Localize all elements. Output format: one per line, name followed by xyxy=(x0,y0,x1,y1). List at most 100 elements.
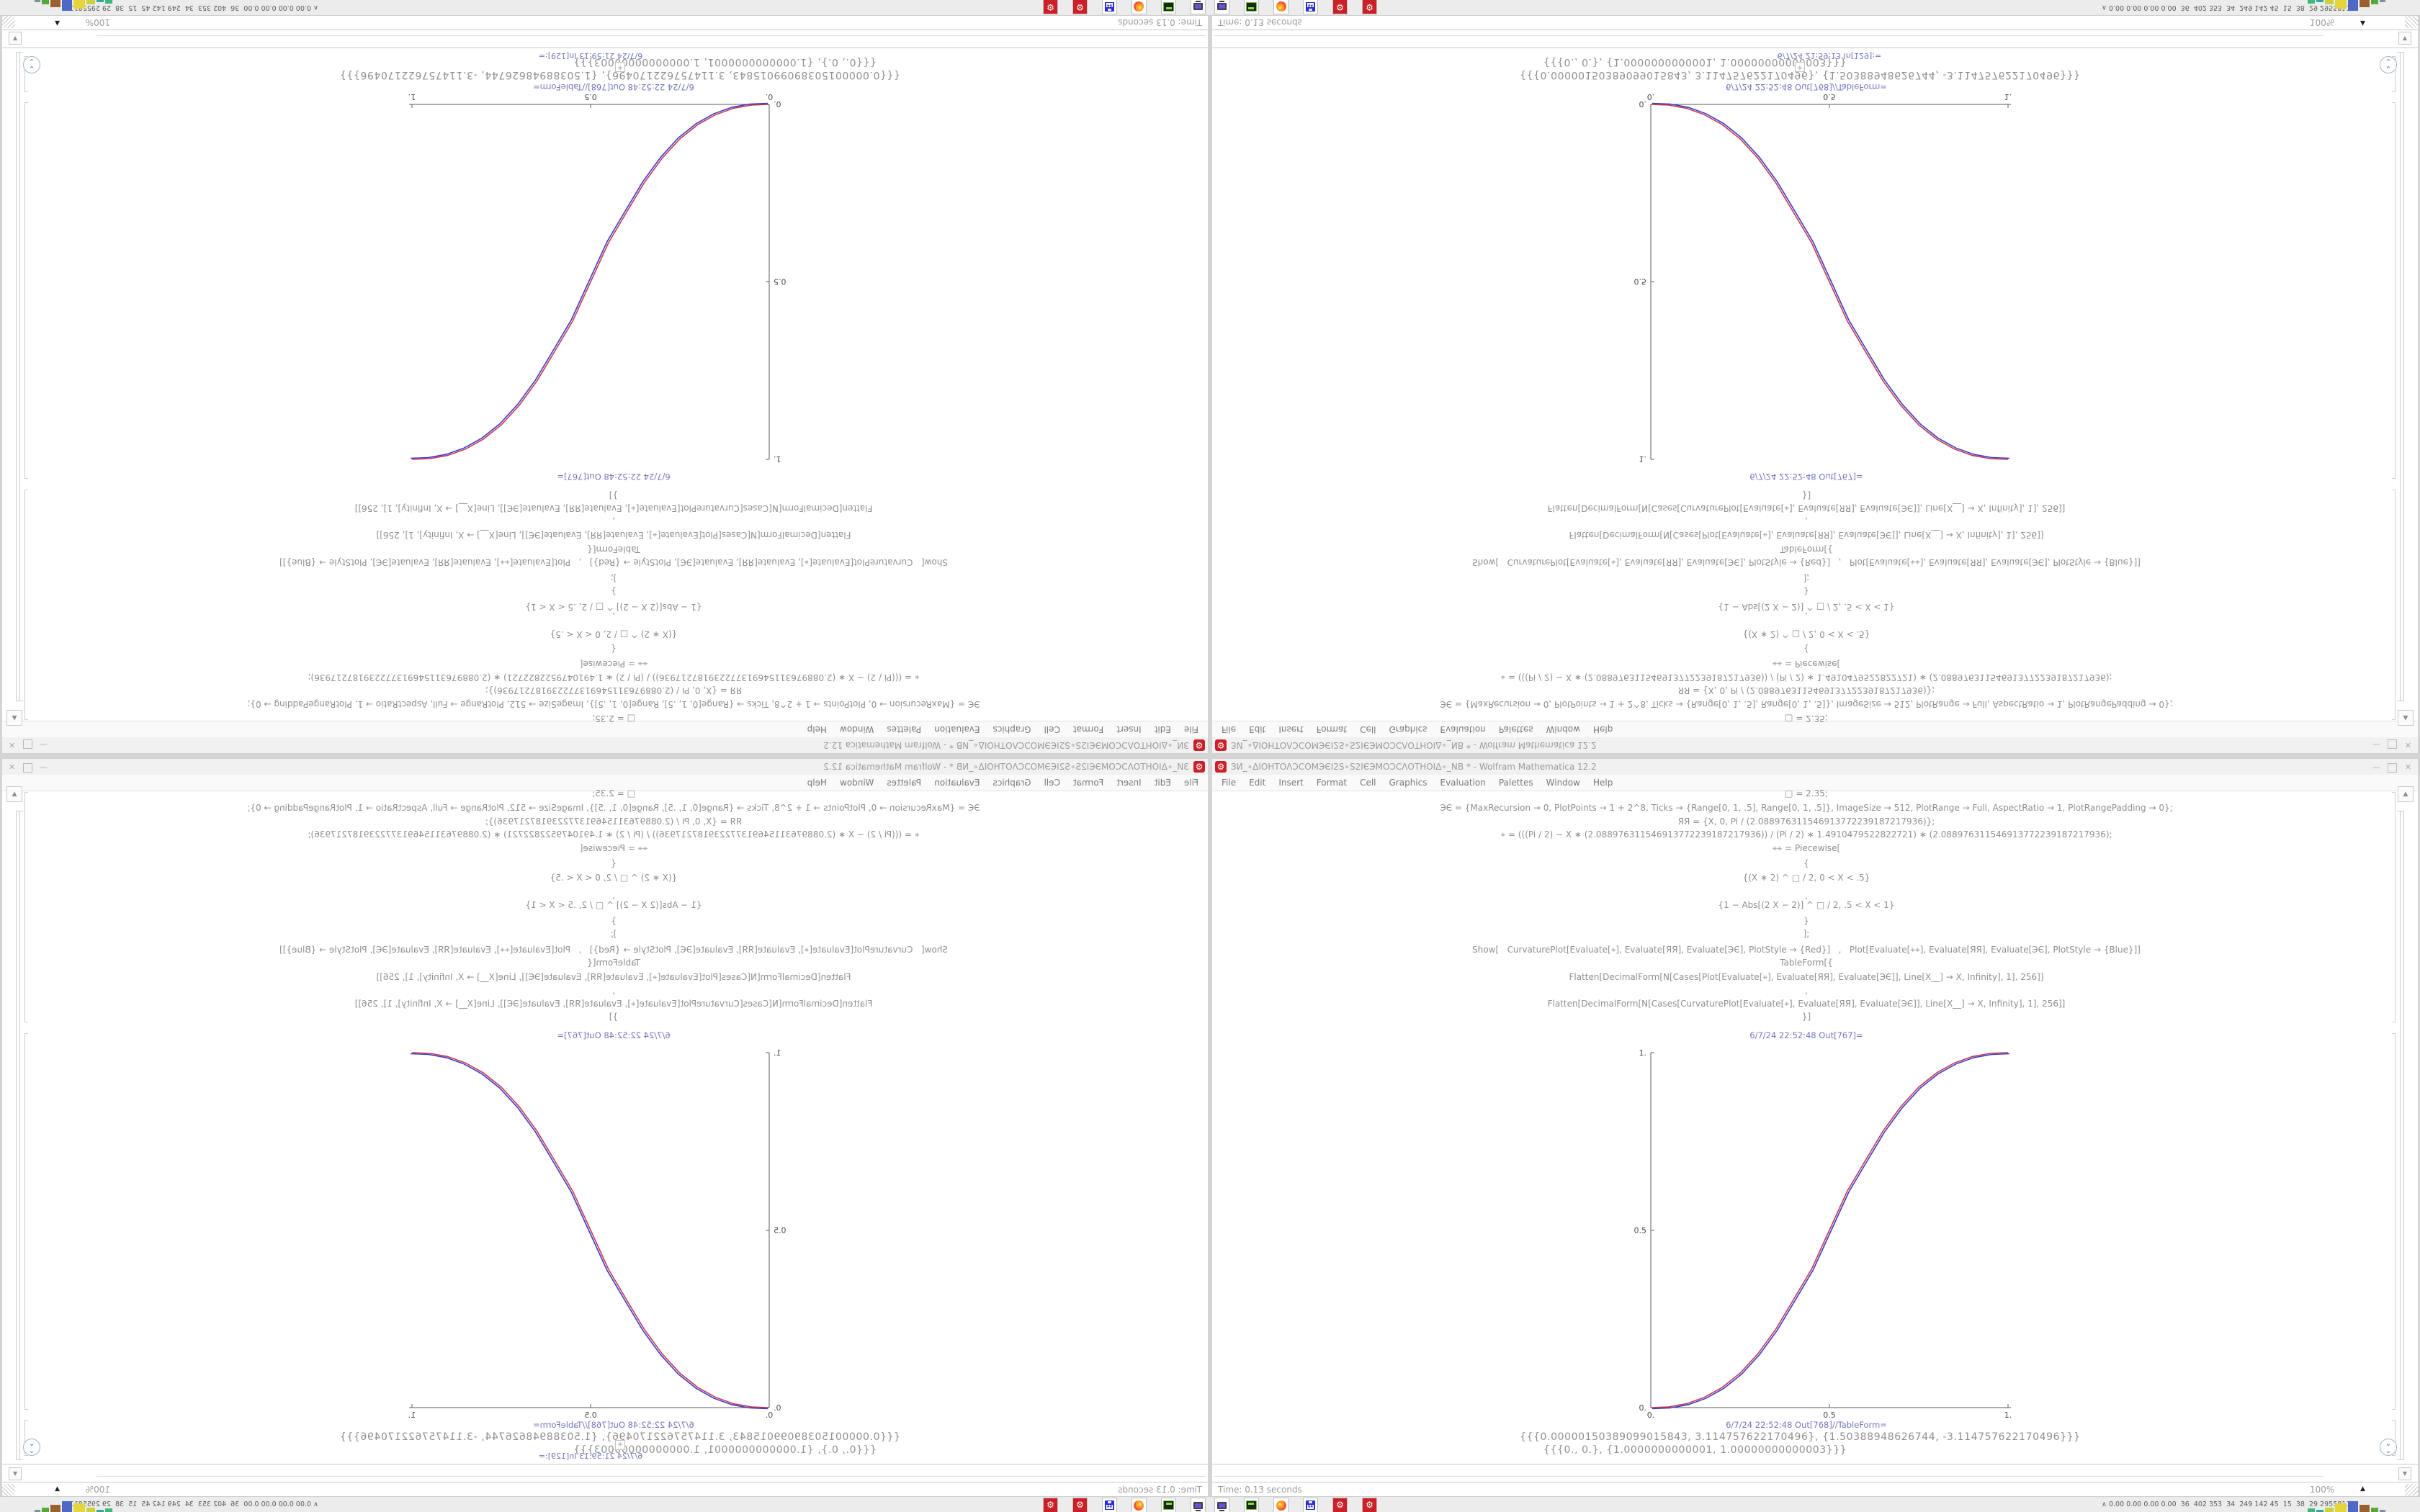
menu-item-file[interactable]: File xyxy=(1183,778,1198,788)
cell-group-bracket[interactable] xyxy=(2400,52,2401,701)
save-disk-icon[interactable]: 64 xyxy=(1102,0,1117,14)
maximize-button[interactable] xyxy=(23,739,32,750)
mathematica-icon[interactable]: ⚙ xyxy=(1072,1498,1088,1512)
scroll-dropdown-button[interactable]: ▼ xyxy=(9,32,22,45)
menu-item-graphics[interactable]: Graphics xyxy=(1389,724,1428,734)
close-button[interactable]: ✕ xyxy=(8,762,16,772)
cell-group-bracket[interactable] xyxy=(19,52,20,701)
menu-item-palettes[interactable]: Palettes xyxy=(1498,724,1533,734)
menu-item-format[interactable]: Format xyxy=(1072,778,1104,788)
title-bar[interactable]: ⚙ ЗИ_∘ΔIOHTOΛϽCOMЭЄI2S∘S2IЄЭMOϽCΛOTHOIΔ∘… xyxy=(2,737,1208,753)
mathematica-icon[interactable]: ⚙ xyxy=(1332,1498,1348,1512)
menu-item-insert[interactable]: Insert xyxy=(1278,778,1304,788)
menu-item-format[interactable]: Format xyxy=(1316,724,1348,734)
cell-group-bracket[interactable] xyxy=(2397,811,2401,1460)
horizontal-scrollbar[interactable] xyxy=(1214,35,2323,36)
mathematica-icon[interactable]: ⚙ xyxy=(1332,0,1348,14)
minimize-button[interactable]: — xyxy=(40,740,48,750)
plot-cell-bracket[interactable] xyxy=(24,1033,25,1410)
magnification-control[interactable]: 100% xyxy=(85,1485,110,1495)
menu-item-format[interactable]: Format xyxy=(1072,724,1104,734)
menu-item-graphics[interactable]: Graphics xyxy=(992,778,1031,788)
scroll-up-arrow[interactable]: ▲ xyxy=(6,786,22,802)
minimize-button[interactable]: — xyxy=(2372,762,2380,772)
mathematica-icon[interactable]: ⚙ xyxy=(1043,0,1058,14)
horizontal-scrollbar[interactable] xyxy=(97,35,1206,36)
scroll-to-end-button[interactable]: ⌄ ⌄ xyxy=(23,56,40,73)
plot-cell-bracket[interactable] xyxy=(2392,1033,2396,1410)
menu-item-evaluation[interactable]: Evaluation xyxy=(1440,778,1486,788)
plot-cell-bracket[interactable] xyxy=(2395,102,2396,479)
magnification-control[interactable]: 100% xyxy=(2310,1485,2335,1495)
drive-utility-icon[interactable] xyxy=(1244,0,1259,14)
mathematica-icon[interactable]: ⚙ xyxy=(1362,0,1377,14)
menu-item-graphics[interactable]: Graphics xyxy=(1389,778,1428,788)
insert-cell-plus-button[interactable]: + xyxy=(615,1440,625,1450)
screenshot-tool-icon[interactable] xyxy=(1214,0,1229,14)
table-cell-bracket[interactable] xyxy=(2392,1420,2396,1456)
menu-item-window[interactable]: Window xyxy=(1546,724,1580,734)
screenshot-tool-icon[interactable] xyxy=(1191,1498,1206,1512)
menu-item-evaluation[interactable]: Evaluation xyxy=(1440,724,1486,734)
minimize-button[interactable]: — xyxy=(40,762,48,772)
input-cell-bracket[interactable] xyxy=(2395,490,2396,720)
close-button[interactable]: ✕ xyxy=(2404,762,2412,772)
save-disk-icon[interactable]: 64 xyxy=(1303,0,1318,14)
menu-item-help[interactable]: Help xyxy=(807,778,828,788)
title-bar[interactable]: ⚙ ЗИ_∘ΔIOHTOΛϽCOMЭЄI2S∘S2IЄЭMOϽCΛOTHOIΔ∘… xyxy=(1212,737,2418,753)
resize-grip[interactable] xyxy=(2,15,15,28)
menu-item-edit[interactable]: Edit xyxy=(1249,724,1266,734)
menu-item-graphics[interactable]: Graphics xyxy=(992,724,1031,734)
menu-item-insert[interactable]: Insert xyxy=(1278,724,1304,734)
menu-item-help[interactable]: Help xyxy=(807,724,828,734)
maximize-button[interactable] xyxy=(2388,739,2397,750)
resize-grip[interactable] xyxy=(2405,15,2418,28)
maximize-button[interactable] xyxy=(2388,762,2397,773)
drive-utility-icon[interactable] xyxy=(1244,1498,1259,1512)
menu-item-insert[interactable]: Insert xyxy=(1116,724,1142,734)
menu-item-help[interactable]: Help xyxy=(1592,724,1613,734)
scroll-dropdown-button[interactable]: ▼ xyxy=(2398,1467,2411,1480)
scroll-to-end-button[interactable]: ⌄ ⌄ xyxy=(2380,56,2397,73)
cell-group-bracket[interactable] xyxy=(16,52,17,701)
menu-item-palettes[interactable]: Palettes xyxy=(1498,778,1533,788)
menu-item-cell[interactable]: Cell xyxy=(1044,778,1060,788)
scroll-to-end-button[interactable]: ⌄ ⌄ xyxy=(23,1439,40,1456)
menu-item-window[interactable]: Window xyxy=(840,724,874,734)
title-bar[interactable]: ⚙ ЗИ_∘ΔIOHTOΛϽCOMЭЄI2S∘S2IЄЭMOϽCΛOTHOIΔ∘… xyxy=(2,759,1208,775)
firefox-icon[interactable] xyxy=(1273,1498,1289,1512)
input-cell-bracket[interactable] xyxy=(24,490,25,720)
menu-item-file[interactable]: File xyxy=(1183,724,1198,734)
maximize-button[interactable] xyxy=(23,762,32,773)
drive-utility-icon[interactable] xyxy=(1161,1498,1176,1512)
resize-grip[interactable] xyxy=(2405,1484,2418,1497)
input-cell-bracket[interactable] xyxy=(2392,792,2396,1022)
magnification-arrow-icon[interactable]: ▲ xyxy=(2360,19,2365,27)
menu-item-edit[interactable]: Edit xyxy=(1154,724,1171,734)
magnification-arrow-icon[interactable]: ▲ xyxy=(55,19,60,27)
minimize-button[interactable]: — xyxy=(2372,740,2380,750)
save-disk-icon[interactable]: 64 xyxy=(1102,1498,1117,1512)
close-button[interactable]: ✕ xyxy=(8,740,16,750)
cell-group-bracket[interactable] xyxy=(2403,52,2404,701)
menu-item-format[interactable]: Format xyxy=(1316,778,1348,788)
mathematica-icon[interactable]: ⚙ xyxy=(1043,1498,1058,1512)
mathematica-icon[interactable]: ⚙ xyxy=(1362,1498,1377,1512)
cell-group-bracket[interactable] xyxy=(2401,811,2404,1460)
menu-item-edit[interactable]: Edit xyxy=(1154,778,1171,788)
menu-item-evaluation[interactable]: Evaluation xyxy=(934,724,980,734)
scroll-dropdown-button[interactable]: ▼ xyxy=(2398,32,2411,45)
insert-cell-plus-button[interactable]: + xyxy=(615,62,625,72)
input-cell-bracket[interactable] xyxy=(24,792,25,1022)
menu-item-help[interactable]: Help xyxy=(1592,778,1613,788)
resize-grip[interactable] xyxy=(2,1484,15,1497)
menu-item-palettes[interactable]: Palettes xyxy=(887,778,922,788)
drive-utility-icon[interactable] xyxy=(1161,0,1176,14)
menu-item-cell[interactable]: Cell xyxy=(1360,778,1376,788)
scroll-up-arrow[interactable]: ▲ xyxy=(2398,710,2414,726)
firefox-icon[interactable] xyxy=(1131,0,1147,14)
screenshot-tool-icon[interactable] xyxy=(1191,0,1206,14)
scroll-dropdown-button[interactable]: ▼ xyxy=(9,1467,22,1480)
screenshot-tool-icon[interactable] xyxy=(1214,1498,1229,1512)
title-bar[interactable]: ⚙ ЗИ_∘ΔIOHTOΛϽCOMЭЄI2S∘S2IЄЭMOϽCΛOTHOIΔ∘… xyxy=(1212,759,2418,775)
